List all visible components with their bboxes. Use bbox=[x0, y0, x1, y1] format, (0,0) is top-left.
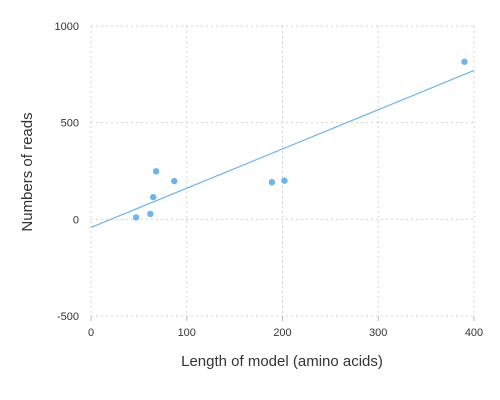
data-points bbox=[132, 58, 468, 221]
x-tick-label: 100 bbox=[178, 327, 196, 339]
x-tick-label: 0 bbox=[88, 327, 94, 339]
data-point bbox=[152, 168, 160, 175]
data-point bbox=[150, 193, 157, 201]
y-axis-title: Numbers of reads bbox=[19, 112, 36, 231]
y-tick-label: 500 bbox=[61, 118, 79, 130]
x-tick-label: 400 bbox=[465, 327, 483, 339]
data-point bbox=[147, 210, 154, 218]
data-point bbox=[281, 177, 288, 184]
data-point bbox=[461, 58, 468, 65]
trendline-layer bbox=[90, 69, 475, 229]
data-point bbox=[268, 179, 276, 186]
y-tick-label: -500 bbox=[57, 311, 79, 323]
x-tick-label: 200 bbox=[273, 327, 291, 339]
axis-ticks: 0 100 200 300 400 -500 0 500 1000 bbox=[55, 21, 484, 339]
y-tick-label: 1000 bbox=[55, 21, 79, 33]
data-point bbox=[132, 214, 140, 221]
x-tick-label: 300 bbox=[369, 327, 387, 339]
trendline bbox=[90, 69, 475, 229]
x-axis-title: Length of model (amino acids) bbox=[181, 353, 383, 370]
data-point bbox=[171, 177, 178, 185]
grid bbox=[90, 25, 475, 317]
y-tick-label: 0 bbox=[73, 214, 79, 226]
